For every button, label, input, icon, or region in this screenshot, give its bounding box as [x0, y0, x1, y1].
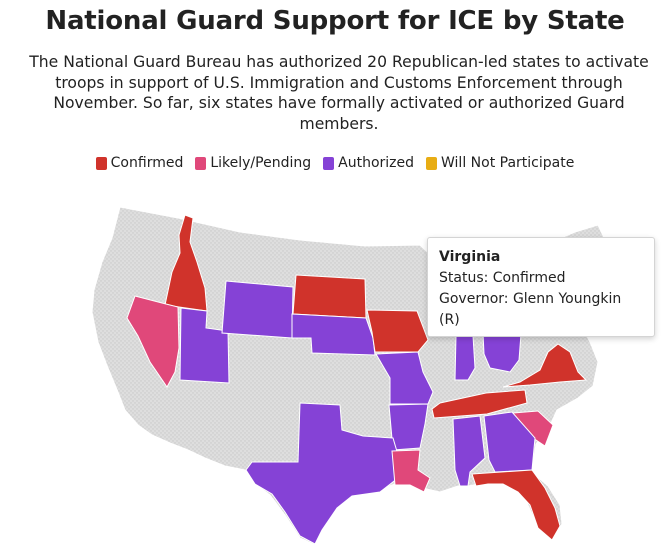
tooltip-party: (R): [439, 312, 460, 328]
legend-item-confirmed[interactable]: Confirmed: [95, 155, 184, 171]
legend-item-likely-pending[interactable]: Likely/Pending: [195, 155, 311, 171]
state-tooltip: Virginia Status: Confirmed Governor: Gle…: [427, 237, 655, 337]
legend-item-authorized[interactable]: Authorized: [323, 155, 414, 171]
states-layer: [126, 214, 588, 545]
state-louisiana[interactable]: [391, 449, 431, 493]
page-title: National Guard Support for ICE by State: [45, 6, 625, 36]
state-iowa[interactable]: [366, 309, 429, 353]
tooltip-status: Status: Confirmed: [439, 270, 566, 286]
legend: Confirmed Likely/Pending Authorized Will…: [0, 155, 670, 171]
legend-label-confirmed: Confirmed: [110, 155, 184, 171]
legend-swatch-confirmed: [95, 156, 107, 170]
legend-swatch-will-not-participate: [426, 156, 437, 170]
state-nebraska[interactable]: [291, 313, 376, 356]
state-nevada[interactable]: [126, 295, 180, 388]
legend-label-will-not-participate: Will Not Participate: [441, 155, 575, 171]
legend-label-likely-pending: Likely/Pending: [210, 155, 312, 171]
state-missouri[interactable]: [375, 351, 434, 405]
legend-item-will-not-participate[interactable]: Will Not Participate: [426, 155, 574, 171]
tooltip-state-name: Virginia: [439, 249, 501, 265]
state-wyoming[interactable]: [221, 280, 294, 339]
legend-swatch-authorized: [323, 156, 335, 170]
state-alabama[interactable]: [452, 415, 486, 487]
state-south-dakota[interactable]: [292, 274, 367, 319]
legend-swatch-likely-pending: [195, 156, 207, 170]
state-florida[interactable]: [471, 469, 561, 541]
state-tennessee[interactable]: [431, 389, 528, 419]
legend-label-authorized: Authorized: [338, 155, 414, 171]
state-texas[interactable]: [245, 402, 399, 545]
tooltip-governor: Governor: Glenn Youngkin: [439, 291, 622, 307]
state-indiana[interactable]: [454, 335, 476, 381]
state-virginia[interactable]: [502, 343, 588, 388]
page-subtitle: The National Guard Bureau has authorized…: [29, 53, 649, 133]
